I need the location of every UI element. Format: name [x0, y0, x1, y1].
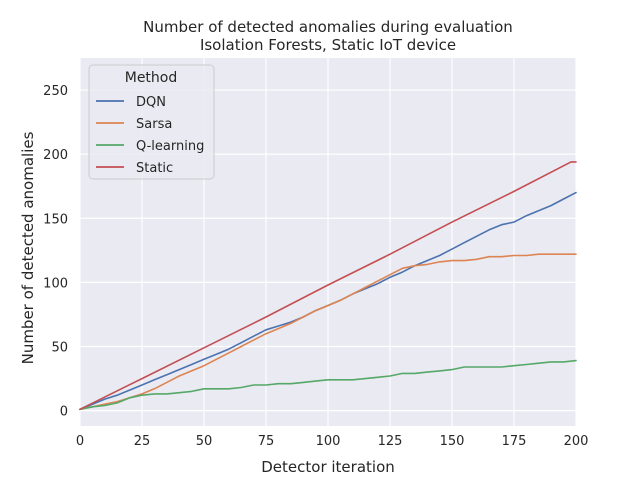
y-tick-label: 150	[43, 212, 68, 227]
x-tick-label: 50	[196, 434, 213, 449]
legend-entry-label: Sarsa	[136, 117, 172, 132]
x-tick-label: 75	[258, 434, 275, 449]
x-tick-label: 175	[502, 434, 527, 449]
x-tick-labels: 0 25 50 75 100 125 150 175 200	[76, 434, 589, 449]
legend-box	[88, 64, 215, 180]
y-tick-label: 50	[51, 341, 68, 356]
legend: Method DQN Sarsa Q-learning Static	[88, 64, 215, 180]
x-tick-label: 0	[76, 434, 84, 449]
chart-title: Number of detected anomalies during eval…	[143, 18, 513, 36]
legend-entry-label: Q-learning	[136, 139, 204, 154]
y-tick-label: 100	[43, 276, 68, 291]
series-lines	[79, 161, 577, 411]
series-line-static	[79, 161, 577, 411]
x-tick-label: 150	[440, 434, 465, 449]
x-tick-label: 200	[564, 434, 589, 449]
series-line-q-learning	[79, 359, 577, 411]
y-tick-label: 0	[60, 405, 68, 420]
legend-title: Method	[125, 70, 178, 86]
y-tick-label: 200	[43, 148, 68, 163]
legend-entry-label: Static	[136, 161, 173, 176]
x-axis-label: Detector iteration	[261, 458, 395, 476]
x-tick-label: 125	[378, 434, 403, 449]
legend-entries: DQN Sarsa Q-learning Static	[96, 95, 204, 176]
y-tick-label: 250	[43, 84, 68, 99]
x-tick-label: 100	[316, 434, 341, 449]
series-line-sarsa	[79, 253, 577, 411]
x-tick-label: 25	[134, 434, 151, 449]
legend-entry-label: DQN	[136, 95, 166, 110]
y-axis-label: Number of detected anomalies	[19, 131, 37, 364]
chart-subtitle: Isolation Forests, Static IoT device	[200, 36, 456, 54]
y-tick-labels: 0 50 100 150 200 250	[43, 84, 68, 420]
